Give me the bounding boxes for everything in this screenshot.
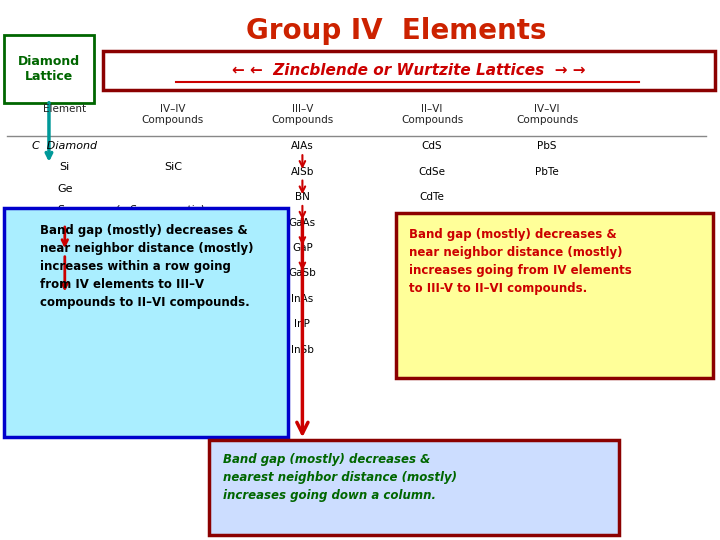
Text: SiC: SiC xyxy=(163,162,181,172)
Text: BN: BN xyxy=(295,192,310,202)
Text: Band gap (mostly) decreases &
near neighbor distance (mostly)
increases going fr: Band gap (mostly) decreases & near neigh… xyxy=(409,228,631,295)
Text: Group IV  Elements: Group IV Elements xyxy=(246,17,546,45)
Text: PbTe: PbTe xyxy=(536,167,559,177)
Text: AlAs: AlAs xyxy=(291,141,314,152)
Text: InAs: InAs xyxy=(292,294,313,304)
Text: Band gap (mostly) decreases &
near neighbor distance (mostly)
increases within a: Band gap (mostly) decreases & near neigh… xyxy=(40,224,253,309)
Text: IV–VI
Compounds: IV–VI Compounds xyxy=(516,104,578,125)
Text: Sn: Sn xyxy=(58,205,72,215)
Text: CdSe: CdSe xyxy=(418,167,446,177)
FancyBboxPatch shape xyxy=(4,208,288,437)
Text: III-V, II-VI, & IV-IV  Compounds: III-V, II-VI, & IV-IV Compounds xyxy=(194,51,641,77)
Text: IV–IV
Compounds: IV–IV Compounds xyxy=(142,104,204,125)
FancyBboxPatch shape xyxy=(4,35,94,103)
Text: GaSb: GaSb xyxy=(289,268,316,279)
Text: ZnTe: ZnTe xyxy=(420,268,444,279)
Text: GaP: GaP xyxy=(292,243,312,253)
Text: C  Diamond: C Diamond xyxy=(32,141,97,152)
Text: ← ←  Zincblende or Wurtzite Lattices  → →: ← ← Zincblende or Wurtzite Lattices → → xyxy=(233,63,585,78)
Text: ZnSe: ZnSe xyxy=(418,243,446,253)
Text: Diamond
Lattice: Diamond Lattice xyxy=(18,55,80,83)
Text: ZnS: ZnS xyxy=(422,218,442,228)
Text: CdTe: CdTe xyxy=(420,192,444,202)
Text: Ge: Ge xyxy=(57,184,73,194)
FancyBboxPatch shape xyxy=(103,51,715,90)
Text: GaAs: GaAs xyxy=(289,218,316,228)
Text: CdS: CdS xyxy=(422,141,442,152)
Text: III–V
Compounds: III–V Compounds xyxy=(271,104,333,125)
Text: InSb: InSb xyxy=(291,345,314,355)
Text: AlSb: AlSb xyxy=(291,167,314,177)
Text: InP: InP xyxy=(294,319,310,329)
Text: PbS: PbS xyxy=(537,141,557,152)
Text: Si: Si xyxy=(60,162,70,172)
Text: Element: Element xyxy=(43,104,86,114)
FancyBboxPatch shape xyxy=(396,213,713,378)
Text: Band gap (mostly) decreases &
nearest neighbor distance (mostly)
increases going: Band gap (mostly) decreases & nearest ne… xyxy=(223,453,457,502)
FancyBboxPatch shape xyxy=(209,440,619,535)
Text: II–VI
Compounds: II–VI Compounds xyxy=(401,104,463,125)
Text: (α-Sn or gray tin): (α-Sn or gray tin) xyxy=(112,205,204,215)
